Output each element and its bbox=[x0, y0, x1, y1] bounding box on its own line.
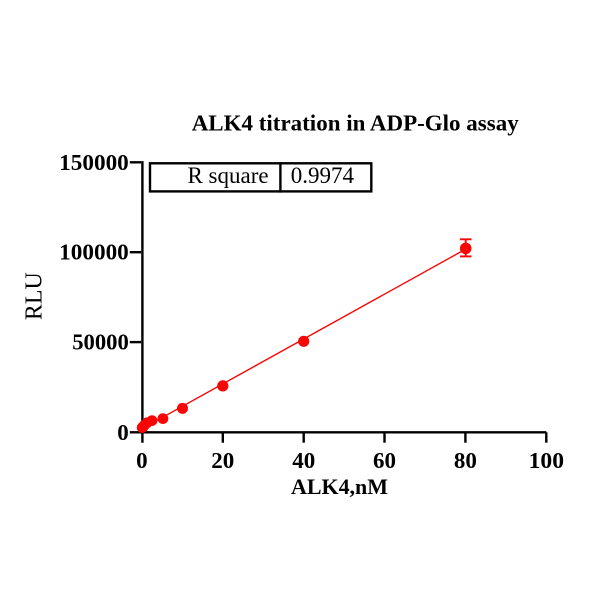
svg-text:ALK4,nM: ALK4,nM bbox=[291, 474, 388, 499]
svg-text:0.9974: 0.9974 bbox=[291, 163, 355, 188]
svg-text:100000: 100000 bbox=[59, 240, 129, 265]
svg-text:80: 80 bbox=[454, 448, 477, 473]
svg-text:50000: 50000 bbox=[72, 330, 129, 355]
svg-text:60: 60 bbox=[373, 448, 396, 473]
svg-text:150000: 150000 bbox=[59, 150, 129, 175]
svg-text:0: 0 bbox=[117, 420, 129, 445]
svg-text:R square: R square bbox=[187, 163, 268, 188]
svg-text:100: 100 bbox=[529, 448, 564, 473]
svg-text:ALK4 titration in ADP-Glo assa: ALK4 titration in ADP-Glo assay bbox=[192, 111, 519, 136]
svg-text:0: 0 bbox=[136, 448, 148, 473]
svg-text:20: 20 bbox=[211, 448, 234, 473]
svg-text:40: 40 bbox=[292, 448, 315, 473]
svg-text:RLU: RLU bbox=[22, 272, 48, 320]
